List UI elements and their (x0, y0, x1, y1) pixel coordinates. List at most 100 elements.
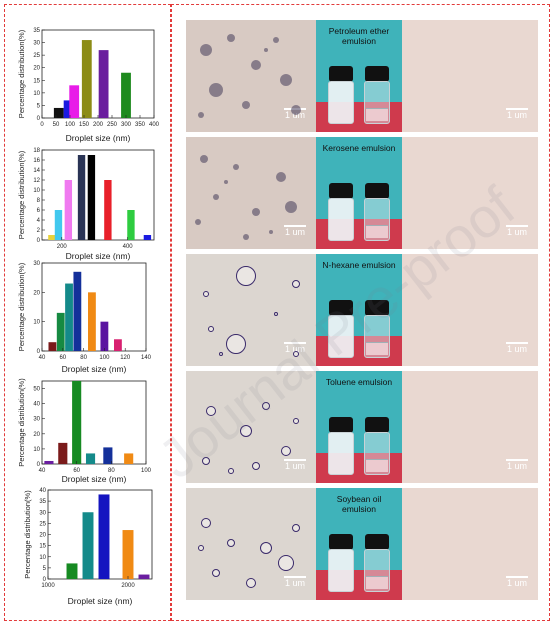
y-tick-label: 2 (37, 228, 41, 234)
x-axis-label: Droplet size (nm) (68, 596, 133, 606)
x-axis-label: Droplet size (nm) (62, 474, 127, 484)
y-tick-label: 40 (39, 488, 46, 494)
x-tick-label: 400 (149, 122, 160, 128)
droplet (246, 578, 256, 588)
bar (66, 563, 78, 579)
droplet (224, 180, 228, 184)
bar (124, 453, 134, 464)
x-tick-label: 250 (107, 122, 118, 128)
droplet (201, 518, 211, 528)
vial-control (364, 66, 390, 124)
row-soybean-oil: 1 um Soybean oil emulsion 1 um (186, 488, 538, 600)
y-tick-label: 8 (37, 198, 41, 204)
droplet (276, 172, 286, 182)
y-tick-label: 10 (33, 91, 40, 97)
x-axis-label: Droplet size (nm) (66, 251, 131, 261)
micrograph-kerosene: 1 um (186, 137, 316, 249)
droplet (227, 34, 235, 42)
y-tick-label: 50 (33, 387, 40, 393)
droplet (273, 37, 279, 43)
y-tick-label: 30 (33, 41, 40, 47)
y-axis-label: Percentage distribution(%) (17, 378, 26, 467)
micrograph-blank-n-hexane: 1 um (402, 254, 538, 366)
droplet (292, 524, 300, 532)
droplet (278, 555, 294, 571)
y-tick-label: 5 (43, 566, 47, 572)
droplet (269, 230, 273, 234)
micrograph-petroleum-ether: 1 um (186, 20, 316, 132)
bar (98, 494, 110, 579)
bar (122, 530, 134, 579)
micrograph-blank-petroleum-ether: 1 um (402, 20, 538, 132)
scale-bar: 1 um (506, 225, 528, 237)
droplet (240, 425, 252, 437)
emulsion-caption: Soybean oil emulsion (336, 494, 382, 514)
droplet (213, 194, 219, 200)
y-tick-label: 10 (33, 188, 40, 194)
y-tick-label: 0 (37, 238, 41, 244)
y-tick-label: 30 (39, 510, 46, 516)
droplet (198, 545, 204, 551)
droplet (293, 418, 299, 424)
bar (58, 442, 68, 464)
y-tick-label: 18 (33, 148, 40, 154)
droplet (219, 352, 223, 356)
scale-bar: 1 um (284, 576, 306, 588)
x-tick-label: 2000 (121, 583, 135, 589)
bar (138, 574, 150, 579)
emulsion-caption: Petroleum ether emulsion (328, 26, 390, 46)
row-petroleum-ether: 1 um Petroleum ether emulsion 1 um (186, 20, 538, 132)
plot-frame (41, 380, 147, 465)
x-tick-label: 60 (59, 355, 66, 361)
row-n-hexane: 1 um N-hexane emulsion 1 um (186, 254, 538, 366)
bar (77, 155, 86, 240)
scale-bar: 1 um (506, 108, 528, 120)
bar (82, 512, 94, 579)
y-tick-label: 0 (43, 577, 47, 583)
vial-control (364, 183, 390, 241)
droplet (209, 83, 223, 97)
y-tick-label: 30 (33, 417, 40, 423)
micrograph-n-hexane: 1 um (186, 254, 316, 366)
y-tick-label: 25 (33, 53, 40, 59)
bar (121, 72, 131, 118)
y-tick-label: 15 (39, 544, 46, 550)
emulsion-caption: N-hexane emulsion (322, 260, 396, 270)
row-kerosene: 1 um Kerosene emulsion 1 um (186, 137, 538, 249)
x-tick-label: 140 (141, 355, 152, 361)
droplet (200, 155, 208, 163)
droplet (227, 539, 235, 547)
x-tick-label: 100 (141, 468, 152, 474)
bar (103, 447, 113, 464)
bar (64, 180, 73, 240)
bar (72, 381, 82, 464)
droplet (243, 234, 249, 240)
y-tick-label: 10 (39, 555, 46, 561)
y-tick-label: 15 (33, 78, 40, 84)
y-tick-label: 12 (33, 178, 40, 184)
x-axis-label: Droplet size (nm) (62, 364, 127, 374)
bar (88, 292, 96, 351)
plot-frame (41, 149, 155, 241)
bar (100, 321, 109, 351)
scale-bar: 1 um (506, 459, 528, 471)
y-axis-label: Percentage distribution(%) (23, 490, 32, 579)
bar (114, 339, 122, 351)
bar (73, 271, 82, 351)
y-tick-label: 14 (33, 168, 40, 174)
x-tick-label: 50 (53, 122, 60, 128)
droplet (236, 266, 256, 286)
droplet (292, 280, 300, 288)
y-tick-label: 10 (33, 447, 40, 453)
scale-bar: 1 um (506, 342, 528, 354)
x-tick-label: 120 (120, 355, 131, 361)
micrograph-blank-toluene: 1 um (402, 371, 538, 483)
vial-control (364, 300, 390, 358)
bar (56, 312, 65, 351)
plot-frame (41, 29, 155, 119)
vial-photo-kerosene: Kerosene emulsion (316, 137, 402, 249)
bar (48, 342, 57, 351)
y-axis-label: Percentage distribution(%) (17, 150, 26, 239)
y-tick-label: 40 (33, 402, 40, 408)
micrograph-blank-kerosene: 1 um (402, 137, 538, 249)
